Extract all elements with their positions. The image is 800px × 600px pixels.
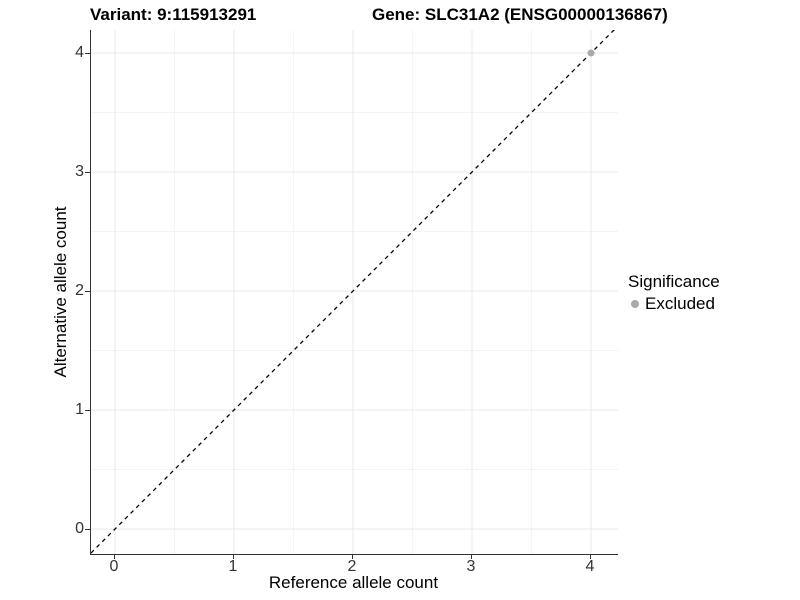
legend-title: Significance <box>628 272 720 291</box>
y-tick-mark <box>85 528 90 530</box>
x-tick-label: 1 <box>228 558 238 575</box>
y-tick-mark <box>85 171 90 173</box>
y-tick-label: 3 <box>75 163 84 180</box>
legend-entries: Excluded <box>628 293 720 314</box>
x-tick-mark <box>113 554 115 559</box>
y-tick-label: 4 <box>75 44 84 61</box>
legend-dot-icon <box>631 299 639 308</box>
x-tick-mark <box>470 554 472 559</box>
x-tick-label: 3 <box>466 558 476 575</box>
x-tick-label: 4 <box>585 558 595 575</box>
x-tick-mark <box>589 554 591 559</box>
legend: Significance Excluded <box>628 271 720 314</box>
plot-canvas <box>91 30 618 554</box>
x-axis-title: Reference allele count <box>268 573 439 592</box>
y-tick-mark <box>85 52 90 54</box>
x-tick-label: 0 <box>109 558 119 575</box>
x-tick-label: 2 <box>347 558 357 575</box>
legend-entry-label: Excluded <box>645 294 715 313</box>
y-tick-label: 2 <box>75 282 84 299</box>
y-tick-mark <box>85 409 90 411</box>
y-axis-title: Alternative allele count <box>51 206 70 378</box>
plot-panel <box>90 30 618 555</box>
x-tick-mark <box>351 554 353 559</box>
y-tick-label: 1 <box>75 401 84 418</box>
y-tick-mark <box>85 290 90 292</box>
chart-title-gene: Gene: SLC31A2 (ENSG00000136867) <box>372 5 668 24</box>
y-tick-label: 0 <box>75 520 84 537</box>
x-tick-mark <box>232 554 234 559</box>
legend-entry: Excluded <box>628 293 720 314</box>
data-point <box>587 49 595 57</box>
chart-title-variant: Variant: 9:115913291 <box>90 5 257 24</box>
